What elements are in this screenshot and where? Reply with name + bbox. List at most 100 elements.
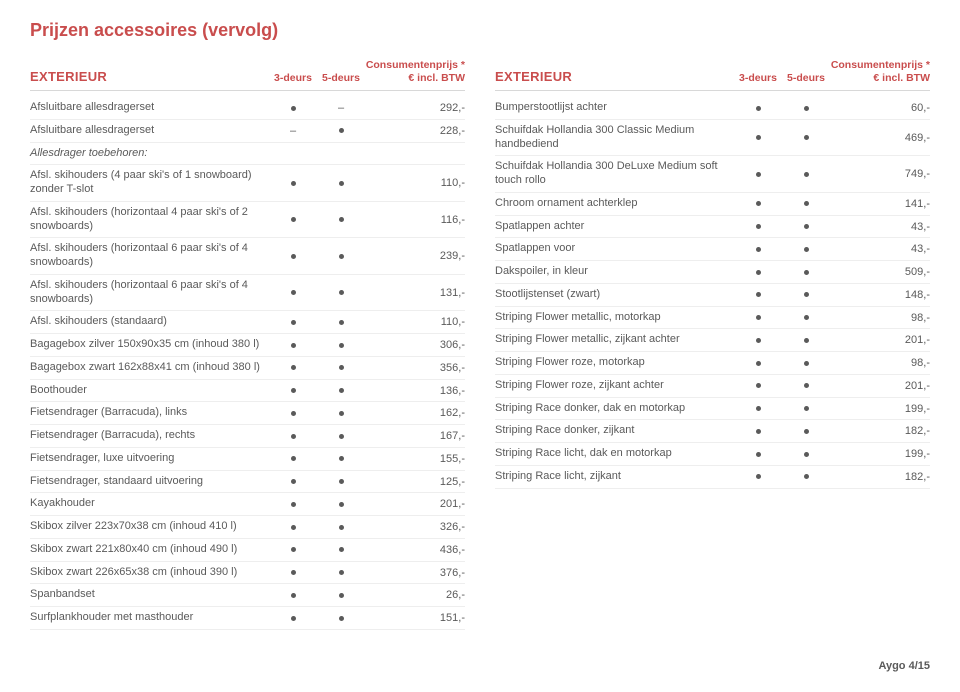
mark-5deurs (782, 192, 830, 215)
dot-icon (291, 343, 296, 348)
mark-3deurs (269, 97, 317, 119)
price-cell: 228,- (365, 119, 465, 142)
mark-5deurs (782, 352, 830, 375)
mark-5deurs (317, 470, 365, 493)
name-cell: Schuifdak Hollandia 300 Classic Medium h… (495, 119, 734, 156)
subhead-cell: Allesdrager toebehoren: (30, 142, 465, 165)
right-column: EXTERIEUR 3-deurs 5-deurs Consumentenpri… (495, 59, 930, 630)
mark-3deurs (269, 447, 317, 470)
dot-icon (756, 292, 761, 297)
price-cell: 469,- (830, 119, 930, 156)
dot-icon (291, 106, 296, 111)
mark-5deurs (782, 374, 830, 397)
dot-icon (756, 172, 761, 177)
name-cell: Striping Race donker, zijkant (495, 420, 734, 443)
name-cell: Striping Flower roze, motorkap (495, 352, 734, 375)
price-cell: 116,- (365, 201, 465, 238)
price-cell: 60,- (830, 97, 930, 119)
dot-icon (339, 388, 344, 393)
price-cell: 98,- (830, 352, 930, 375)
table-row: Striping Race donker, dak en motorkap199… (495, 397, 930, 420)
price-cell: 148,- (830, 283, 930, 306)
mark-5deurs (782, 420, 830, 443)
mark-5deurs: – (317, 97, 365, 119)
name-cell: Striping Race donker, dak en motorkap (495, 397, 734, 420)
name-cell: Bumperstootlijst achter (495, 97, 734, 119)
name-cell: Fietsendrager, standaard uitvoering (30, 470, 269, 493)
name-cell: Fietsendrager (Barracuda), rechts (30, 425, 269, 448)
mark-3deurs (734, 261, 782, 284)
table-row: Striping Race donker, zijkant182,- (495, 420, 930, 443)
dot-icon (291, 547, 296, 552)
price-l2-r: € incl. BTW (873, 72, 930, 84)
mark-5deurs (782, 261, 830, 284)
dot-icon (756, 247, 761, 252)
dot-icon (804, 315, 809, 320)
dot-icon (339, 254, 344, 259)
mark-3deurs (269, 538, 317, 561)
table-row: Striping Flower roze, motorkap 98,- (495, 352, 930, 375)
table-row: Chroom ornament achterklep141,- (495, 192, 930, 215)
mark-3deurs (269, 493, 317, 516)
price-cell: 182,- (830, 465, 930, 488)
dot-icon (804, 106, 809, 111)
price-cell: 509,- (830, 261, 930, 284)
dot-icon (804, 429, 809, 434)
left-header: EXTERIEUR 3-deurs 5-deurs Consumentenpri… (30, 59, 465, 91)
columns-wrap: EXTERIEUR 3-deurs 5-deurs Consumentenpri… (30, 59, 930, 630)
dot-icon (339, 320, 344, 325)
mark-5deurs (317, 165, 365, 202)
dot-icon (804, 201, 809, 206)
mark-5deurs (782, 97, 830, 119)
dot-icon (756, 383, 761, 388)
mark-5deurs (317, 493, 365, 516)
section-title-right: EXTERIEUR (495, 69, 734, 84)
dot-icon (756, 338, 761, 343)
mark-3deurs (734, 443, 782, 466)
table-row: Spatlappen voor43,- (495, 238, 930, 261)
price-cell: 167,- (365, 425, 465, 448)
mark-3deurs (269, 561, 317, 584)
mark-3deurs (269, 470, 317, 493)
price-cell: 98,- (830, 306, 930, 329)
mark-3deurs (734, 215, 782, 238)
right-header: EXTERIEUR 3-deurs 5-deurs Consumentenpri… (495, 59, 930, 91)
dot-icon (756, 135, 761, 140)
mark-5deurs (782, 443, 830, 466)
price-cell: 131,- (365, 274, 465, 311)
dot-icon (756, 270, 761, 275)
table-row: Schuifdak Hollandia 300 Classic Medium h… (495, 119, 930, 156)
dot-icon (291, 434, 296, 439)
left-table: Afsluitbare allesdragerset–292,-Afsluitb… (30, 97, 465, 630)
table-row: Dakspoiler, in kleur509,- (495, 261, 930, 284)
mark-5deurs (782, 283, 830, 306)
mark-3deurs (269, 165, 317, 202)
name-cell: Skibox zwart 226x65x38 cm (inhoud 390 l) (30, 561, 269, 584)
dot-icon (339, 290, 344, 295)
price-cell: 141,- (830, 192, 930, 215)
dot-icon (804, 474, 809, 479)
mark-3deurs (734, 97, 782, 119)
price-cell: 43,- (830, 238, 930, 261)
table-row: Striping Flower metallic, motorkap98,- (495, 306, 930, 329)
dot-icon (291, 570, 296, 575)
table-row: Allesdrager toebehoren: (30, 142, 465, 165)
mark-3deurs (269, 311, 317, 334)
mark-5deurs (317, 274, 365, 311)
name-cell: Afsl. skihouders (4 paar ski's of 1 snow… (30, 165, 269, 202)
name-cell: Striping Race licht, dak en motorkap (495, 443, 734, 466)
mark-3deurs (734, 352, 782, 375)
col-3deurs: 3-deurs (269, 72, 317, 85)
page-title: Prijzen accessoires (vervolg) (30, 20, 930, 41)
dot-icon (756, 361, 761, 366)
mark-5deurs (782, 156, 830, 193)
mark-3deurs (734, 306, 782, 329)
price-cell: 110,- (365, 311, 465, 334)
dot-icon (291, 456, 296, 461)
mark-5deurs (782, 119, 830, 156)
mark-3deurs (269, 425, 317, 448)
name-cell: Afsluitbare allesdragerset (30, 97, 269, 119)
table-row: Fietsendrager, luxe uitvoering155,- (30, 447, 465, 470)
dot-icon (339, 570, 344, 575)
dot-icon (804, 224, 809, 229)
